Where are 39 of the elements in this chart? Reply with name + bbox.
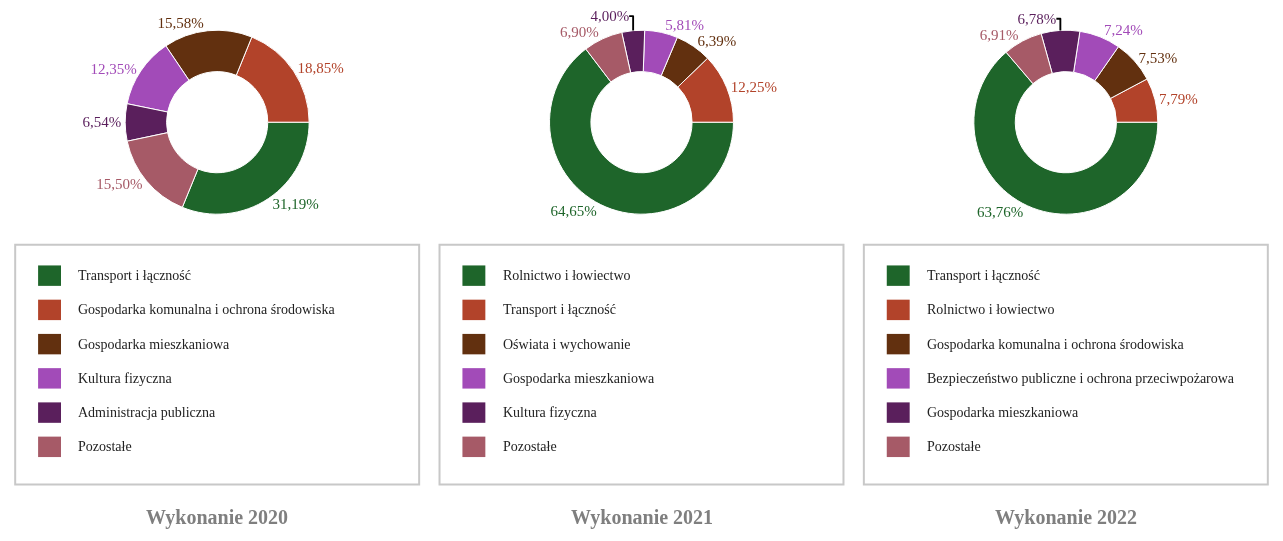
legend-label: Kultura fizyczna: [78, 371, 173, 386]
legend-label: Gospodarka komunalna i ochrona środowiska: [78, 302, 336, 317]
data-label: 64,65%: [550, 203, 597, 220]
legend-label: Transport i łączność: [503, 302, 617, 317]
data-label: 5,81%: [665, 16, 705, 33]
legend-label: Gospodarka mieszkaniowa: [503, 371, 656, 386]
data-label: 4,00%: [590, 8, 630, 25]
data-label: 6,91%: [979, 26, 1019, 43]
data-label: 7,53%: [1138, 49, 1178, 66]
text: Wykonanie 2021: [571, 506, 714, 529]
legend-label: Gospodarka mieszkaniowa: [78, 337, 231, 352]
data-label: 12,25%: [730, 78, 777, 95]
data-label: 7,24%: [1104, 21, 1143, 38]
legend-label: Oświata i wychowanie: [503, 337, 631, 352]
text: Wykonanie 2022: [995, 506, 1138, 529]
text: Wykonanie 2020: [146, 506, 289, 529]
legend-label: Kultura fizyczna: [503, 405, 598, 420]
data-label: 15,58%: [157, 14, 204, 31]
legend-label: Pozostałe: [78, 439, 132, 454]
legend-label: Transport i łączność: [78, 268, 192, 283]
legend-label: Gospodarka mieszkaniowa: [927, 405, 1080, 420]
data-label: 7,79%: [1159, 91, 1198, 108]
legend-label: Pozostałe: [927, 439, 981, 454]
legend-label: Gospodarka komunalna i ochrona środowiska: [927, 337, 1185, 352]
data-label: 18,85%: [297, 60, 344, 77]
data-label: 15,50%: [96, 176, 143, 193]
data-label: 6,54%: [82, 114, 122, 131]
legend-label: Pozostałe: [503, 439, 557, 454]
data-label: 31,19%: [272, 196, 319, 213]
data-label: 63,76%: [977, 204, 1024, 221]
data-label: 6,39%: [697, 32, 737, 49]
data-label: 12,35%: [90, 60, 137, 77]
legend-label: Rolnictwo i łowiectwo: [503, 268, 631, 283]
legend-label: Administracja publiczna: [78, 405, 217, 420]
legend-label: Transport i łączność: [927, 268, 1041, 283]
legend-label: Bezpieczeństwo publiczne i ochrona przeciwpożarowa: [927, 371, 1235, 386]
data-label: 6,78%: [1017, 10, 1057, 27]
legend-label: Rolnictwo i łowiectwo: [927, 302, 1055, 317]
data-label: 6,90%: [560, 24, 599, 41]
